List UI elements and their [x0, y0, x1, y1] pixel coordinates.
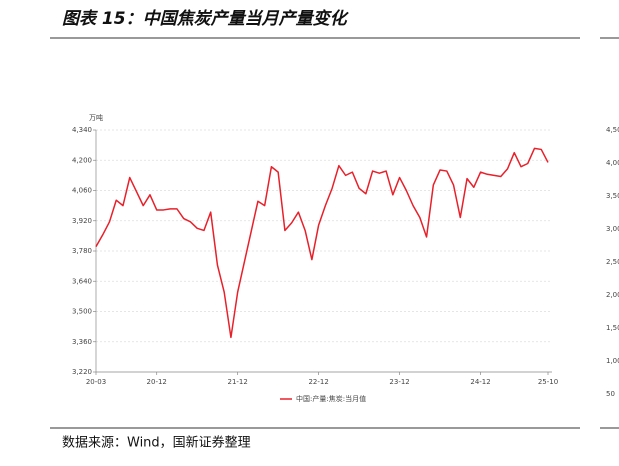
- legend-label: 中国:产量:焦炭:当月值: [296, 394, 366, 403]
- y-tick-label: 3,220: [72, 368, 92, 376]
- title: 图表 15：中国焦炭产量当月产量变化: [62, 9, 350, 29]
- y-tick-label: 3,500: [72, 308, 92, 316]
- cropped-tick-label: 1,50: [606, 324, 619, 332]
- series-line: [95, 147, 549, 339]
- cropped-tick-label: 4,50: [606, 126, 619, 134]
- y-tick-label: 3,640: [72, 277, 92, 285]
- cropped-tick-label: 3,00: [606, 225, 619, 233]
- x-tick-label: 23-12: [389, 378, 409, 386]
- y-tick-label: 3,360: [72, 338, 92, 346]
- cropped-tick-label: 4,00: [606, 159, 619, 167]
- y-tick-label: 3,780: [72, 247, 92, 255]
- cropped-tick-label: 2,00: [606, 291, 619, 299]
- cropped-tick-label: 1,00: [606, 357, 619, 365]
- x-tick-label: 21-12: [227, 378, 247, 386]
- x-tick-label: 24-12: [470, 378, 490, 386]
- plot: 3,220 3,360 3,500 3,640 3,780 3,920 4,060 4,200…: [72, 126, 558, 403]
- y-tick-label: 4,060: [72, 187, 92, 195]
- x-tick-label: 25-10: [538, 378, 558, 386]
- y-tick-label: 3,920: [72, 217, 92, 225]
- x-tick-label: 22-12: [308, 378, 328, 386]
- cropped-tick-label: 3,50: [606, 192, 619, 200]
- x-tick-label: 20-03: [86, 378, 106, 386]
- cropped-tick-label: 50: [606, 390, 615, 398]
- y-tick-label: 4,340: [72, 126, 92, 134]
- y-tick-label: 4,200: [72, 156, 92, 164]
- y-unit: 万吨: [89, 113, 103, 122]
- x-tick-label: 20-12: [147, 378, 167, 386]
- source: 数据来源：Wind，国新证券整理: [62, 435, 251, 451]
- cropped-tick-label: 2,50: [606, 258, 619, 266]
